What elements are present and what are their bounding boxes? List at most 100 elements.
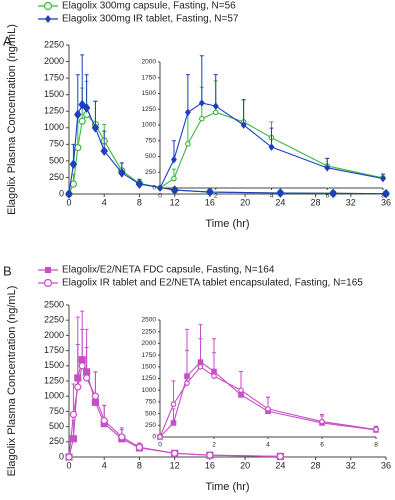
data-point [199, 115, 205, 122]
data-point [83, 374, 91, 382]
data-point [170, 401, 177, 408]
legend-marker [45, 267, 51, 273]
y-tick-label: 2000 [44, 330, 64, 340]
y-tick-label: 1000 [142, 387, 157, 394]
data-point [170, 420, 177, 426]
x-tick-label: 16 [205, 197, 215, 207]
y-tick-label: 1750 [142, 74, 157, 81]
x-axis-title: Time (hr) [205, 218, 249, 230]
y-tick-label: 0 [152, 434, 156, 441]
data-point [211, 373, 217, 379]
data-point [135, 179, 144, 189]
y-tick-label: 2000 [44, 56, 64, 66]
data-point [206, 187, 214, 197]
series-line [68, 363, 281, 458]
data-point [329, 188, 337, 199]
data-point [74, 109, 82, 120]
error-bar [84, 347, 89, 378]
error-bar [80, 54, 85, 105]
data-point [171, 175, 177, 182]
x-tick-label: 24 [275, 197, 285, 207]
data-point [78, 117, 86, 125]
data-point [198, 99, 205, 107]
y-tick-label: 500 [145, 410, 156, 417]
x-tick-label: 32 [346, 460, 356, 470]
data-point [276, 452, 284, 460]
y-tick-label: 1000 [44, 391, 64, 401]
y-tick-label: 1000 [142, 122, 157, 129]
data-point [118, 167, 126, 178]
data-point [185, 141, 191, 147]
panel-label: B [3, 263, 12, 278]
x-tick-label: 20 [240, 197, 250, 207]
error-bar [185, 74, 190, 113]
data-point [240, 121, 247, 129]
data-point [238, 392, 244, 398]
x-tick-label: 8 [137, 197, 142, 207]
x-tick-label: 2 [212, 442, 216, 449]
y-tick-label: 250 [145, 422, 156, 429]
y-tick-label: 0 [59, 451, 64, 461]
y-tick-label: 2000 [142, 59, 157, 66]
x-tick-label: 28 [311, 197, 321, 207]
y-tick-label: 1500 [44, 89, 64, 99]
error-bar [80, 328, 85, 366]
y-tick-label: 1500 [44, 360, 64, 370]
data-point [69, 410, 78, 419]
legend-marker [43, 278, 53, 288]
y-tick-label: 750 [145, 137, 156, 144]
x-tick-label: 36 [381, 197, 391, 207]
error-bar [239, 370, 243, 391]
y-tick-label: 250 [49, 436, 64, 446]
data-point [238, 387, 244, 394]
data-point [100, 416, 108, 425]
x-tick-label: 16 [205, 460, 215, 470]
series-line [68, 113, 387, 195]
x-tick-label: 6 [320, 442, 324, 449]
data-point [197, 363, 204, 370]
series-line [68, 103, 387, 195]
data-point [74, 144, 82, 152]
data-point [135, 443, 144, 451]
x-tick-label: 0 [66, 460, 71, 470]
data-point [268, 143, 275, 151]
data-point [65, 453, 73, 461]
y-tick-label: 250 [145, 169, 156, 176]
series-line [68, 357, 281, 458]
error-bar [171, 380, 176, 405]
error-bar [212, 352, 216, 377]
data-point [170, 155, 177, 164]
panel-label: A [3, 33, 12, 48]
data-point [184, 380, 190, 386]
data-point [206, 451, 214, 459]
x-tick-label: 32 [346, 197, 356, 207]
data-point [324, 163, 331, 172]
y-tick-label: 750 [49, 406, 64, 416]
error-bar [185, 349, 189, 384]
error-bar [75, 74, 80, 115]
data-point [265, 406, 271, 412]
y-tick-label: 2000 [142, 340, 157, 347]
error-bar [241, 99, 246, 125]
data-point [184, 108, 191, 117]
y-tick-label: 2500 [44, 299, 64, 309]
x-tick-label: 12 [170, 197, 180, 207]
legend-marker [43, 1, 53, 11]
x-tick-label: 0 [158, 193, 162, 200]
x-tick-label: 12 [170, 460, 180, 470]
y-tick-label: 1250 [142, 106, 157, 113]
x-tick-label: 4 [266, 442, 270, 449]
y-tick-label: 1250 [44, 106, 64, 116]
x-tick-label: 2 [214, 193, 218, 200]
y-tick-label: 2250 [44, 315, 64, 325]
y-tick-label: 1750 [44, 345, 64, 355]
y-tick-label: 500 [49, 421, 64, 431]
y-tick-label: 1500 [142, 90, 157, 97]
x-tick-label: 8 [374, 442, 378, 449]
x-tick-label: 0 [66, 197, 71, 207]
data-point [373, 426, 379, 433]
y-tick-label: 750 [145, 399, 156, 406]
error-bar [198, 338, 203, 367]
data-point [212, 109, 219, 116]
x-axis-title: Time (hr) [205, 481, 249, 493]
